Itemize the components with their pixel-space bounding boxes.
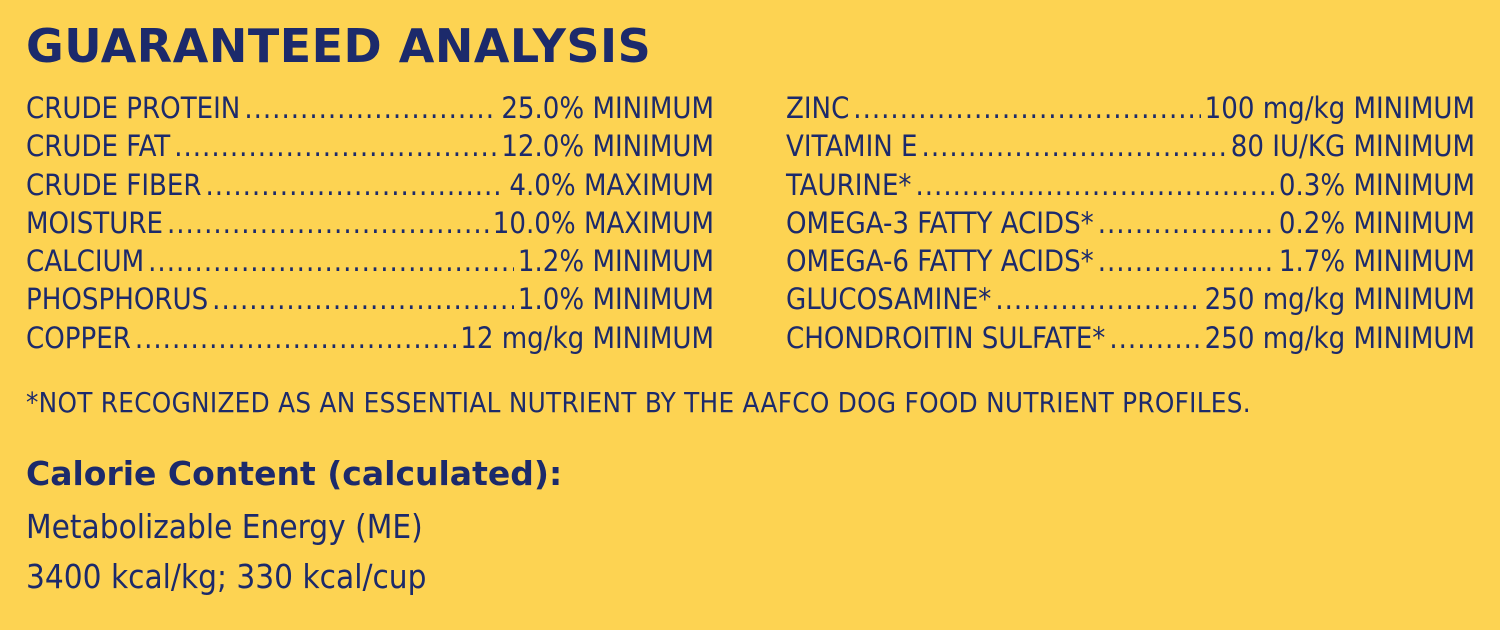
analysis-right-column: ZINC 100 mg/kg MINIMUM VITAMIN E 80 IU/K… — [786, 89, 1475, 357]
nutrient-label: MOISTURE — [26, 205, 163, 240]
aafco-footnote: *NOT RECOGNIZED AS AN ESSENTIAL NUTRIENT… — [26, 387, 1251, 419]
analysis-row: OMEGA-3 FATTY ACIDS* 0.2% MINIMUM — [786, 204, 1475, 242]
analysis-row: VITAMIN E 80 IU/KG MINIMUM — [786, 127, 1475, 165]
leader-dots — [244, 89, 497, 127]
nutrient-label: CRUDE FIBER — [26, 167, 202, 202]
analysis-row: COPPER 12 mg/kg MINIMUM — [26, 319, 714, 357]
analysis-row: ZINC 100 mg/kg MINIMUM — [786, 89, 1475, 127]
analysis-row: PHOSPHORUS 1.0% MINIMUM — [26, 280, 714, 318]
metabolizable-energy-label: Metabolizable Energy (ME) — [26, 507, 423, 546]
analysis-row: CRUDE FIBER 4.0% MAXIMUM — [26, 166, 714, 204]
analysis-row: CRUDE FAT 12.0% MINIMUM — [26, 127, 714, 165]
leader-dots — [1109, 319, 1200, 357]
leader-dots — [135, 319, 456, 357]
analysis-row: CALCIUM 1.2% MINIMUM — [26, 242, 714, 280]
calorie-values: 3400 kcal/kg; 330 kcal/cup — [26, 557, 427, 596]
nutrient-value: 100 mg/kg MINIMUM — [1204, 91, 1475, 125]
leader-dots — [922, 127, 1227, 165]
leader-dots — [853, 89, 1200, 127]
leader-dots — [1098, 242, 1275, 280]
leader-dots — [174, 127, 497, 165]
nutrient-value: 4.0% MAXIMUM — [509, 167, 714, 202]
nutrient-label: CRUDE FAT — [26, 129, 171, 164]
nutrient-value: 1.7% MINIMUM — [1278, 244, 1475, 279]
analysis-row: TAURINE* 0.3% MINIMUM — [786, 166, 1475, 204]
leader-dots — [915, 166, 1274, 204]
nutrient-value: 0.3% MINIMUM — [1278, 167, 1475, 202]
analysis-row: CHONDROITIN SULFATE* 250 mg/kg MINIMUM — [786, 319, 1475, 357]
page-title: GUARANTEED ANALYSIS — [26, 19, 652, 73]
leader-dots — [1098, 204, 1275, 242]
nutrient-value: 12.0% MINIMUM — [501, 129, 714, 164]
nutrient-label: TAURINE* — [786, 167, 912, 202]
leader-dots — [212, 280, 514, 318]
nutrient-value: 12 mg/kg MINIMUM — [460, 320, 714, 355]
nutrient-label: ZINC — [786, 91, 850, 125]
nutrient-label: OMEGA-6 FATTY ACIDS* — [786, 244, 1094, 279]
analysis-row: GLUCOSAMINE* 250 mg/kg MINIMUM — [786, 280, 1475, 318]
leader-dots — [148, 242, 514, 280]
nutrient-value: 0.2% MINIMUM — [1278, 205, 1475, 240]
analysis-row: OMEGA-6 FATTY ACIDS* 1.7% MINIMUM — [786, 242, 1475, 280]
leader-dots — [995, 280, 1200, 318]
analysis-row: CRUDE PROTEIN 25.0% MINIMUM — [26, 89, 714, 127]
nutrient-value: 1.2% MINIMUM — [517, 244, 714, 279]
nutrient-label: GLUCOSAMINE* — [786, 282, 992, 317]
nutrient-value: 80 IU/KG MINIMUM — [1230, 129, 1475, 164]
nutrient-label: OMEGA-3 FATTY ACIDS* — [786, 205, 1094, 240]
nutrient-value: 250 mg/kg MINIMUM — [1204, 320, 1475, 355]
nutrient-value: 1.0% MINIMUM — [517, 282, 714, 317]
analysis-row: MOISTURE 10.0% MAXIMUM — [26, 204, 714, 242]
nutrient-label: COPPER — [26, 320, 131, 355]
nutrient-value: 250 mg/kg MINIMUM — [1204, 282, 1475, 317]
analysis-left-column: CRUDE PROTEIN 25.0% MINIMUM CRUDE FAT 12… — [26, 89, 714, 357]
leader-dots — [167, 204, 489, 242]
nutrient-label: PHOSPHORUS — [26, 282, 209, 317]
nutrient-label: CRUDE PROTEIN — [26, 91, 241, 125]
nutrient-value: 25.0% MINIMUM — [501, 91, 714, 125]
nutrient-label: VITAMIN E — [786, 129, 918, 164]
leader-dots — [206, 166, 506, 204]
calorie-content-heading: Calorie Content (calculated): — [26, 454, 563, 493]
nutrient-value: 10.0% MAXIMUM — [492, 205, 714, 240]
nutrient-label: CALCIUM — [26, 244, 145, 279]
nutrient-label: CHONDROITIN SULFATE* — [786, 320, 1106, 355]
